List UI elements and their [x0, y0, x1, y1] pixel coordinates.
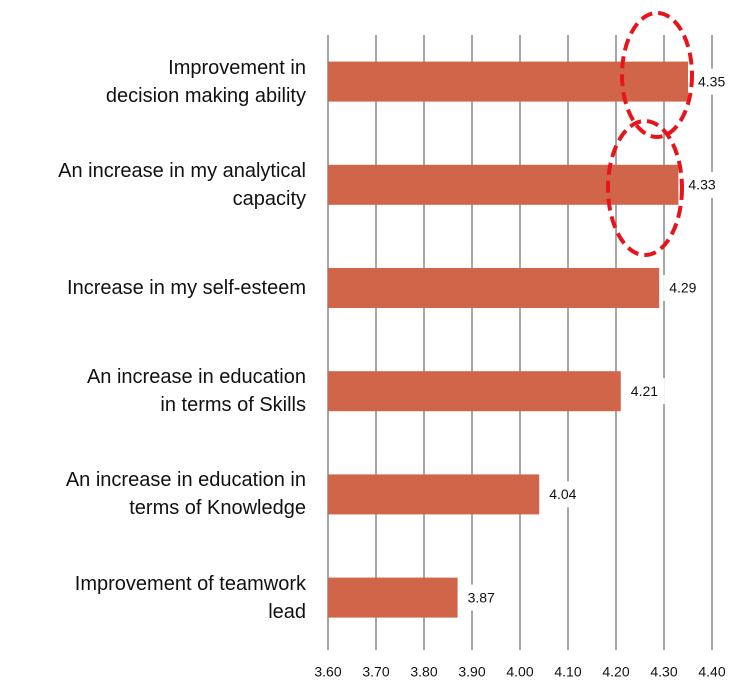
highlight-ellipse [620, 11, 694, 139]
value-label-bg [663, 275, 704, 301]
y-tick-label: An increase in my analytical capacity [58, 159, 306, 210]
value-label-bg [461, 584, 502, 611]
x-tick-label: 3.90 [458, 664, 485, 680]
bar [328, 577, 458, 618]
value-label: 4.29 [669, 280, 696, 296]
value-label-bg [624, 378, 665, 405]
x-tick-label: 3.80 [410, 664, 437, 680]
x-tick-label: 3.70 [362, 664, 389, 680]
y-tick-label: Improvement in decision making ability [105, 56, 306, 107]
value-label: 4.04 [549, 486, 576, 502]
y-tick-label: An increase in education in terms of Ski… [86, 366, 306, 417]
value-label: 3.87 [468, 589, 495, 605]
value-label: 4.21 [631, 383, 658, 399]
bar [328, 268, 660, 308]
marks: 3.60 3.70 3.80 3.90 4.00 4.10 4.20 4.30 4.40 4.35… [314, 35, 732, 680]
x-tick-label: 3.60 [314, 664, 341, 680]
x-tick-label: 4.00 [506, 664, 533, 680]
value-label: 4.33 [688, 177, 715, 193]
y-tick-label: An increase in education in terms of Kno… [65, 469, 306, 520]
x-tick-label: 4.30 [650, 664, 677, 680]
value-label-bg [682, 171, 723, 198]
bar [328, 474, 540, 515]
x-tick-label: 4.40 [698, 664, 725, 680]
y-tick-label: Improvement of teamwork lead [74, 572, 306, 623]
y-tick-label: Increase in my self-esteem [67, 277, 306, 299]
x-tick-label: 4.10 [554, 664, 581, 680]
bar [328, 61, 688, 102]
bar [328, 164, 679, 205]
value-label-bg [692, 68, 732, 95]
value-label-bg [543, 481, 584, 508]
highlight-ellipse [606, 119, 684, 257]
bar [328, 371, 621, 412]
x-tick-label: 4.20 [602, 664, 629, 680]
value-label: 4.35 [698, 73, 725, 89]
